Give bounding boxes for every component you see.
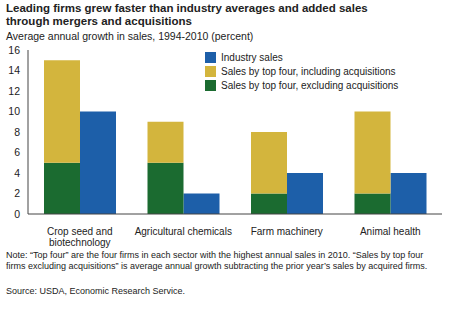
html-text:Average annual growth in sales: Average annual growth in sales, 1994-201… (6, 30, 254, 42)
html-text:Sales by top four, excluding a: Sales by top four, excluding acquisition… (221, 79, 399, 91)
svg-text:10: 10 (8, 105, 20, 117)
html-text:Sales by top four, including a: Sales by top four, including acquisition… (221, 65, 396, 77)
svg-text:6: 6 (14, 146, 20, 158)
html-text:Industry sales: Industry sales (221, 51, 283, 63)
svg-text:Farm machinery: Farm machinery (251, 226, 323, 237)
svg-text:Crop seed andbiotechnology: Crop seed andbiotechnology (47, 226, 113, 248)
html-text:Leading firms grew faster than: Leading firms grew faster than industry … (6, 2, 368, 27)
svg-text:14: 14 (8, 64, 20, 76)
html-text:Source: USDA, Economic Researc: Source: USDA, Economic Research Service. (6, 286, 186, 296)
svg-text:0: 0 (14, 208, 20, 220)
svg-text:Agricultural chemicals: Agricultural chemicals (135, 226, 232, 237)
svg-text:16: 16 (8, 44, 20, 56)
svg-text:12: 12 (8, 85, 20, 97)
html-text:Note: “Top four” are the four: Note: “Top four” are the four firms in e… (6, 250, 428, 271)
svg-text:4: 4 (14, 167, 20, 179)
svg-text:Animal health: Animal health (360, 226, 421, 237)
svg-text:8: 8 (14, 126, 20, 138)
svg-text:2: 2 (14, 187, 20, 199)
